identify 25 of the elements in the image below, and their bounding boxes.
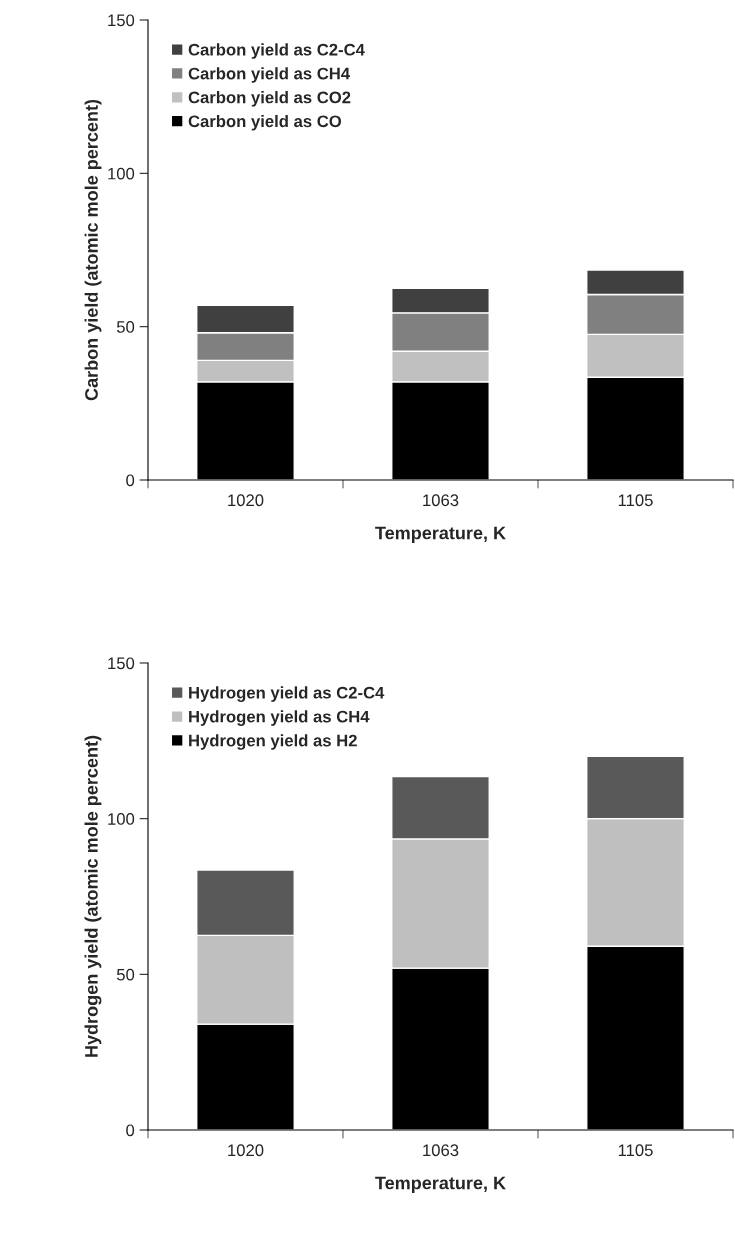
y-axis-title: Carbon yield (atomic mole percent) bbox=[84, 99, 102, 401]
legend-label: Carbon yield as CO2 bbox=[188, 91, 351, 107]
legend-label: Carbon yield as CH4 bbox=[188, 67, 350, 83]
y-tick-label: 0 bbox=[126, 1124, 135, 1137]
y-tick-label: 100 bbox=[108, 813, 135, 825]
y-tick-label: 50 bbox=[116, 968, 135, 981]
x-tick-label: 1063 bbox=[423, 494, 459, 507]
y-tick-label: 0 bbox=[126, 474, 135, 487]
y-tick-label: 50 bbox=[116, 321, 135, 333]
legend-label: Hydrogen yield as H2 bbox=[189, 734, 357, 750]
x-tick-label: 1020 bbox=[228, 494, 264, 507]
legend-label: Hydrogen yield as CH4 bbox=[189, 710, 370, 726]
x-tick-label: 1105 bbox=[618, 494, 653, 507]
legend-label: Carbon yield as CO bbox=[188, 114, 342, 131]
x-axis-title: Temperature, K bbox=[375, 1176, 506, 1193]
x-tick-label: 1105 bbox=[618, 1144, 653, 1157]
y-tick-label: 150 bbox=[108, 14, 135, 27]
legend-label: Hydrogen yield as C2-C4 bbox=[189, 686, 385, 702]
y-tick-label: 100 bbox=[108, 167, 135, 180]
y-tick-label: 150 bbox=[108, 657, 135, 670]
x-tick-label: 1063 bbox=[423, 1144, 459, 1157]
x-axis-title: Temperature, K bbox=[375, 526, 506, 543]
legend-label: Carbon yield as C2-C4 bbox=[188, 43, 365, 59]
x-tick-label: 1020 bbox=[228, 1144, 264, 1157]
y-axis-title: Hydrogen yield (atomic mole percent) bbox=[84, 735, 102, 1057]
